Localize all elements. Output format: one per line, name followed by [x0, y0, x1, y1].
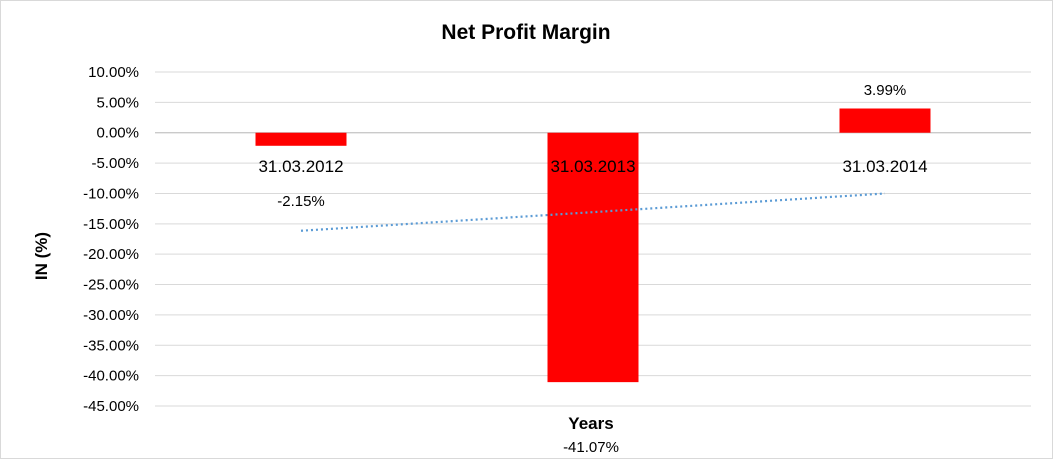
x-tick-label: 31.03.2012: [258, 157, 343, 176]
x-axis-title: Years: [568, 414, 613, 433]
y-tick-label: -20.00%: [83, 246, 139, 263]
y-tick-label: -5.00%: [91, 155, 139, 172]
data-label: -41.07%: [563, 439, 619, 456]
labels: 31.03.2012 31.03.2013 31.03.2014 -2.15% -41.…: [258, 82, 927, 456]
chart-title: Net Profit Margin: [441, 21, 610, 44]
y-tick-label: -35.00%: [83, 337, 139, 354]
bar-31.03.2013: [547, 132, 639, 383]
bars: [255, 108, 931, 383]
y-tick-label: 0.00%: [96, 125, 139, 142]
data-label: -2.15%: [277, 193, 325, 210]
y-tick-label: 10.00%: [88, 64, 139, 81]
y-tick-label: -30.00%: [83, 307, 139, 324]
y-tick-label: -10.00%: [83, 185, 139, 202]
x-tick-label: 31.03.2013: [550, 157, 635, 176]
bar-31.03.2014: [839, 108, 931, 133]
x-tick-label: 31.03.2014: [842, 157, 927, 176]
y-tick-label: -25.00%: [83, 277, 139, 294]
y-axis-ticks: 10.00% 5.00% 0.00% -5.00% -10.00% -15.00% -20.…: [83, 64, 139, 415]
data-label: 3.99%: [864, 82, 907, 99]
y-axis-title: IN (%): [32, 232, 51, 280]
y-tick-label: -45.00%: [83, 398, 139, 415]
bar-31.03.2012: [255, 132, 347, 146]
y-tick-label: -40.00%: [83, 368, 139, 385]
y-tick-label: -15.00%: [83, 216, 139, 233]
y-tick-label: 5.00%: [96, 94, 139, 111]
